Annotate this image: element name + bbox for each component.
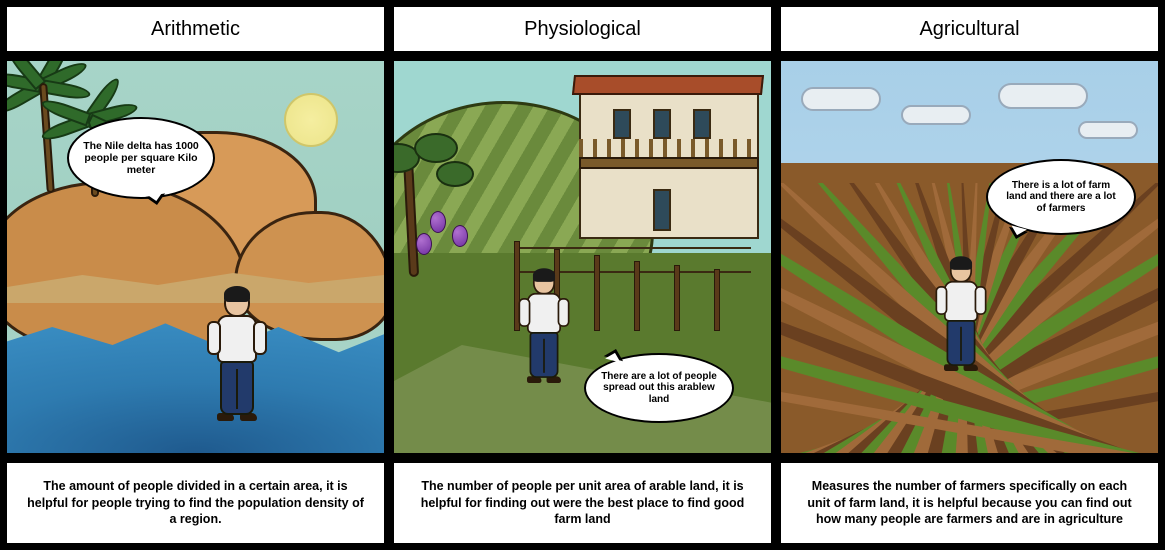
speech-bubble: The Nile delta has 1000 people per squar… bbox=[67, 117, 215, 199]
door-icon bbox=[653, 189, 671, 231]
grapes-icon bbox=[430, 211, 446, 233]
caption-text: The amount of people divided in a certai… bbox=[27, 478, 364, 529]
sun-icon bbox=[284, 93, 338, 147]
panel-caption-physiological: The number of people per unit area of ar… bbox=[393, 462, 772, 544]
panel-scene-agricultural: There is a lot of farm land and there ar… bbox=[780, 60, 1159, 454]
panel-scene-physiological: There are a lot of people spread out thi… bbox=[393, 60, 772, 454]
cloud-icon bbox=[801, 87, 881, 111]
panel-title-agricultural: Agricultural bbox=[780, 6, 1159, 52]
speech-text: There is a lot of farm land and there ar… bbox=[1002, 180, 1120, 215]
caption-text: Measures the number of farmers specifica… bbox=[801, 478, 1138, 529]
speech-text: The Nile delta has 1000 people per squar… bbox=[83, 140, 199, 176]
panel-caption-arithmetic: The amount of people divided in a certai… bbox=[6, 462, 385, 544]
title-text: Arithmetic bbox=[151, 18, 240, 41]
speech-text: There are a lot of people spread out thi… bbox=[600, 371, 718, 406]
cloud-icon bbox=[998, 83, 1088, 109]
grapes-icon bbox=[416, 233, 432, 255]
character-person bbox=[936, 257, 987, 371]
panel-scene-arithmetic: The Nile delta has 1000 people per squar… bbox=[6, 60, 385, 454]
panel-title-arithmetic: Arithmetic bbox=[6, 6, 385, 52]
panel-title-physiological: Physiological bbox=[393, 6, 772, 52]
title-text: Agricultural bbox=[919, 18, 1019, 41]
window-icon bbox=[693, 109, 711, 139]
window-icon bbox=[613, 109, 631, 139]
grapes-icon bbox=[452, 225, 468, 247]
panel-caption-agricultural: Measures the number of farmers specifica… bbox=[780, 462, 1159, 544]
farmhouse-balusters bbox=[579, 139, 759, 157]
farmhouse-roof bbox=[572, 75, 764, 95]
speech-bubble: There is a lot of farm land and there ar… bbox=[986, 159, 1136, 235]
caption-text: The number of people per unit area of ar… bbox=[414, 478, 751, 529]
grape-tree bbox=[406, 157, 416, 277]
character-person bbox=[519, 269, 570, 383]
storyboard: Arithmetic Physiological Agricultural bbox=[0, 0, 1165, 550]
cloud-icon bbox=[901, 105, 971, 125]
character-person bbox=[207, 287, 267, 421]
speech-bubble: There are a lot of people spread out thi… bbox=[584, 353, 734, 423]
title-text: Physiological bbox=[524, 18, 641, 41]
farmhouse-balcony bbox=[579, 157, 759, 169]
window-icon bbox=[653, 109, 671, 139]
cloud-icon bbox=[1078, 121, 1138, 139]
